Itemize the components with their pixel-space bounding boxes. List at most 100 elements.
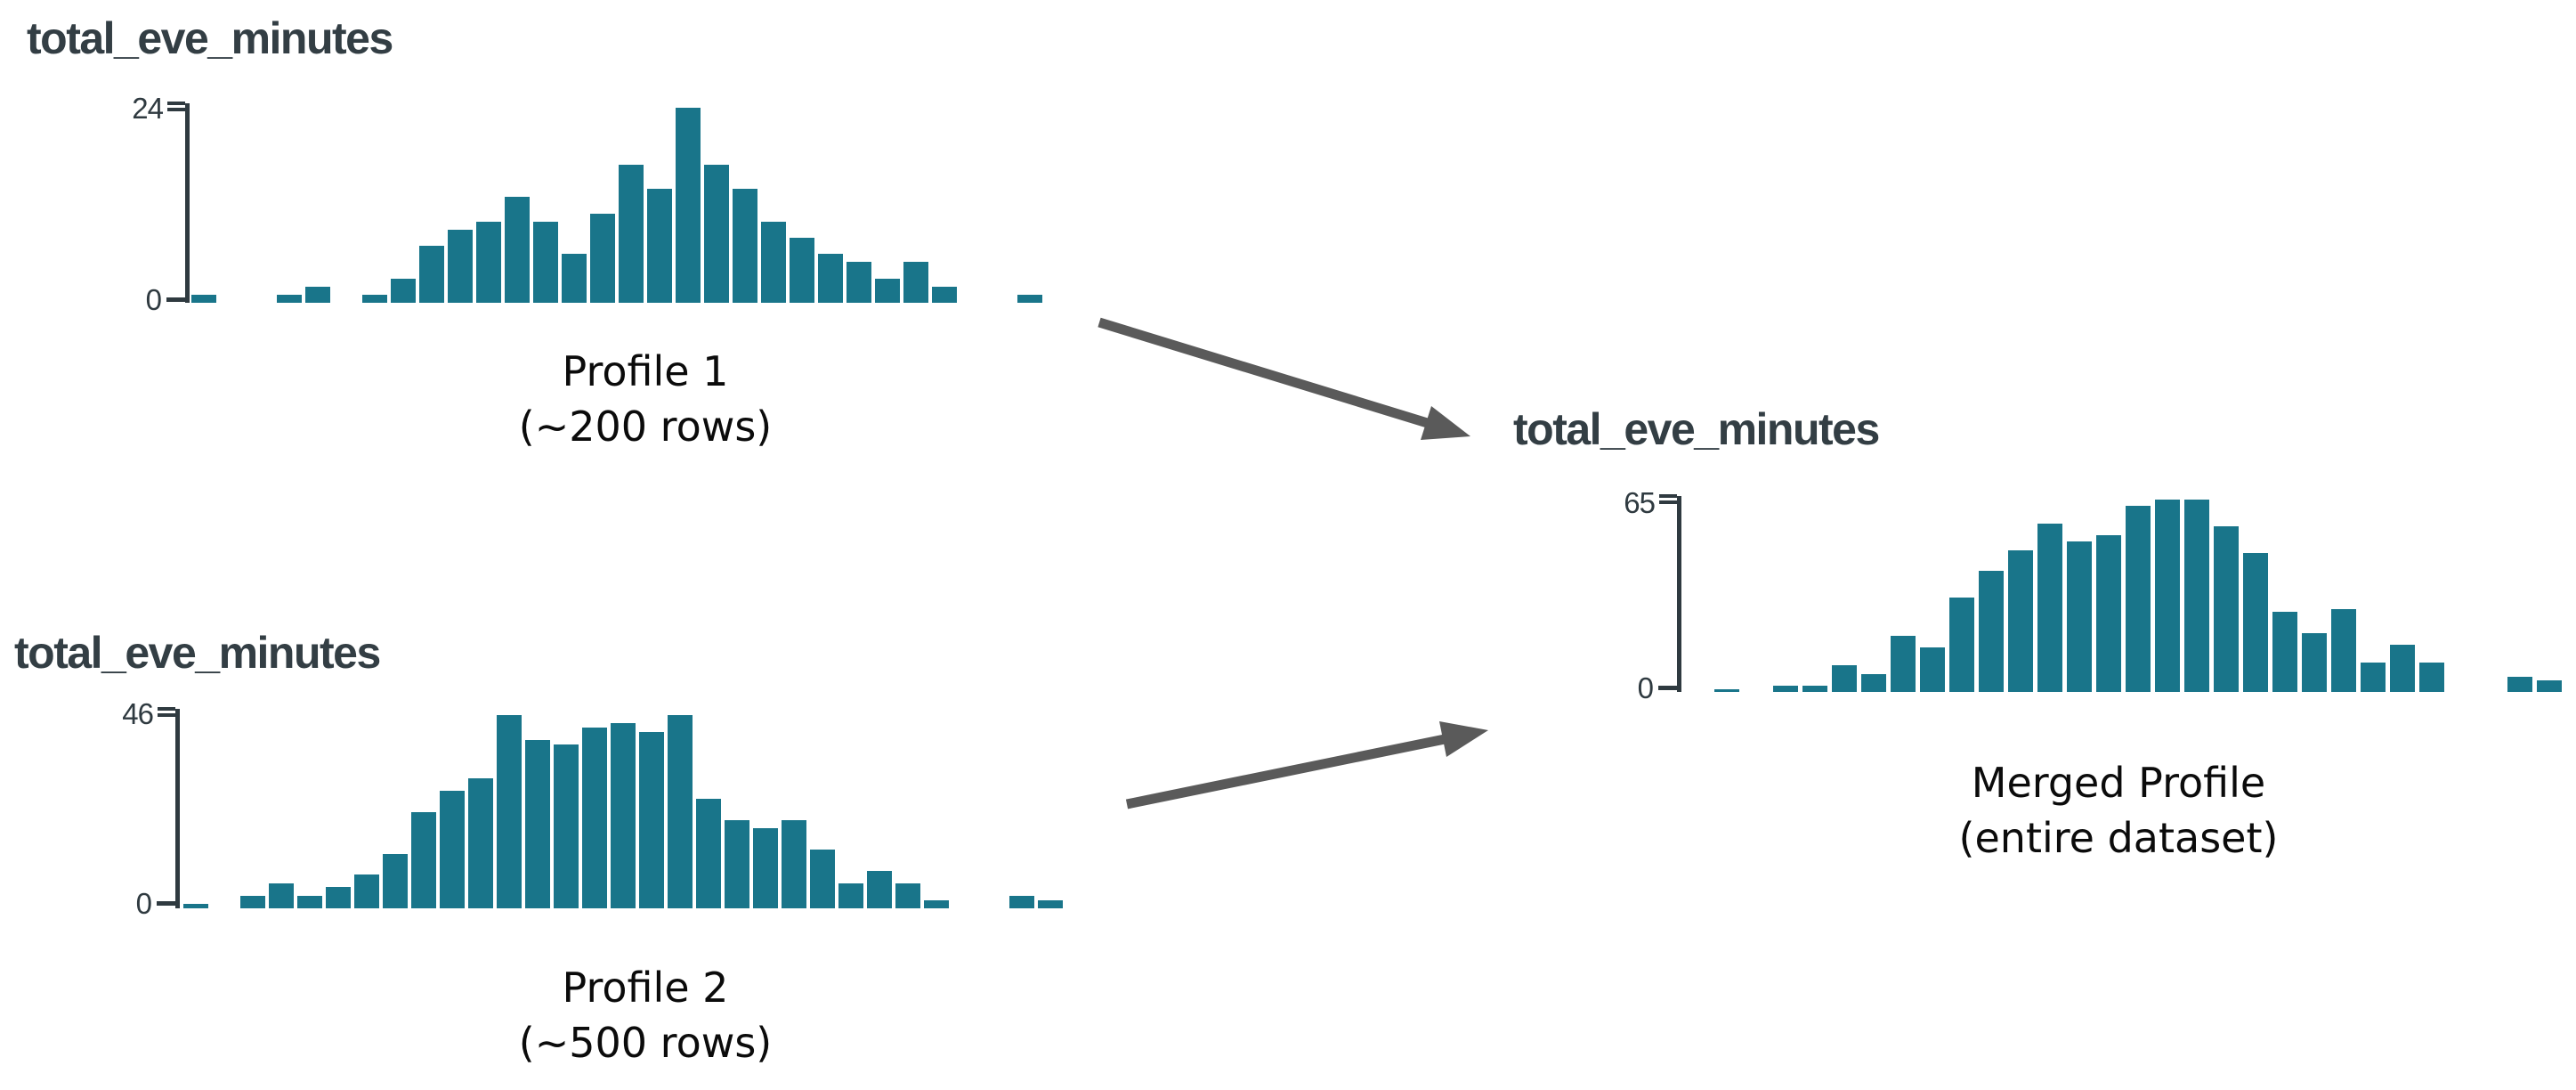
histogram-bar [639,731,664,908]
merged-profile-caption-line1: Merged Profile [1971,759,2266,807]
histogram-bar [476,221,501,303]
histogram-bar [269,883,294,908]
merged-profile-y-max-tick [1659,494,1677,507]
histogram-bar [867,870,892,908]
histogram-bar [733,189,757,303]
profile-2-y-max-label: 46 [122,697,154,730]
merged-profile-y-max-label: 65 [1624,486,1656,519]
histogram-bar [191,294,216,303]
merged-profile-caption: Merged Profile (entire dataset) [1860,755,2377,866]
profile-2-chart-title: total_eve_minutes [14,628,381,678]
histogram-bar [2537,679,2562,692]
merged-profile-y-zero-tick [1658,686,1681,690]
profile-1-caption-line2: (~200 rows) [518,403,773,451]
histogram-bar [1714,688,1739,692]
histogram-bar [1038,899,1063,908]
histogram-bar [1017,294,1042,303]
histogram-bar [847,262,871,303]
histogram-bar [810,849,835,908]
histogram-bar [2390,644,2415,692]
histogram-bar [505,197,530,303]
histogram-bar [1920,647,1945,692]
histogram-bar [761,221,786,303]
histogram-bar [782,819,806,908]
histogram-bar [240,895,265,908]
profile-2-y-zero-tick [157,901,180,906]
arrow-profile-1-to-merged-icon [1098,317,1470,440]
histogram-bar [704,164,729,303]
histogram-bar [2126,505,2151,692]
histogram-bar [696,799,721,908]
arrow-profile-2-to-merged-icon [1125,721,1488,809]
profile-2-y-axis [175,709,180,908]
histogram-bar [676,108,701,303]
merged-profile-bars [1714,500,2562,692]
histogram-bar [277,294,302,303]
histogram-bar [419,246,444,303]
histogram-bar [297,895,322,908]
histogram-bar [1802,686,1827,692]
profile-1-y-zero-label: 0 [145,283,162,316]
histogram-bar [562,254,587,303]
histogram-bar [619,164,644,303]
profile-1-chart-title: total_eve_minutes [27,13,393,63]
histogram-bar [924,899,949,908]
histogram-bar [1773,686,1798,692]
histogram-bar [2507,677,2532,692]
histogram-bar [2008,549,2033,692]
profile-2-caption: Profile 2 (~500 rows) [396,960,895,1070]
histogram-bar [183,904,208,908]
merged-profile-y-zero-label: 0 [1637,671,1654,704]
profile-2-bars [183,715,1063,908]
profile-1-y-zero-tick [166,297,190,302]
histogram-bar [582,728,607,908]
profile-1-y-axis [185,103,190,303]
histogram-bar [468,777,493,908]
histogram-bar [2184,500,2209,692]
histogram-bar [725,819,749,908]
profile-1-y-max-tick [167,102,185,114]
histogram-bar [2272,612,2297,692]
histogram-bar [533,221,558,303]
histogram-bar [2037,523,2062,692]
histogram-bar [1861,674,1886,692]
histogram-bar [362,294,387,303]
merged-profile-y-axis [1677,496,1681,692]
histogram-bar [2331,608,2356,692]
histogram-bar [448,229,473,303]
histogram-bar [391,278,416,303]
histogram-bar [875,278,900,303]
histogram-bar [895,883,920,908]
histogram-bar [647,189,672,303]
histogram-bar [590,213,615,303]
histogram-bar [1979,570,2004,692]
histogram-bar [611,723,636,908]
histogram-bar [326,887,351,908]
histogram-bar [383,853,408,908]
histogram-bar [1891,635,1916,692]
histogram-bar [2155,500,2180,692]
histogram-bar [2361,662,2386,692]
histogram-bar [354,874,379,908]
profile-2-caption-line2: (~500 rows) [518,1019,773,1067]
histogram-bar [903,262,928,303]
profile-1-bars [191,108,1042,303]
merged-profile-chart-title: total_eve_minutes [1513,404,1880,454]
histogram-bar [305,286,330,303]
histogram-bar [525,740,550,908]
histogram-bar [2096,534,2121,692]
histogram-bar [838,883,863,908]
histogram-bar [2067,541,2092,692]
profile-1-caption-line1: Profile 1 [562,347,729,395]
histogram-bar [440,790,465,908]
profile-1-caption: Profile 1 (~200 rows) [396,344,895,454]
histogram-bar [1009,895,1034,908]
profile-2-caption-line1: Profile 2 [562,964,729,1012]
histogram-bar [1949,597,1974,692]
histogram-bar [497,715,522,908]
histogram-bar [2214,525,2239,692]
profile-1-y-max-label: 24 [132,92,164,125]
histogram-bar [818,254,843,303]
histogram-bar [668,715,693,908]
